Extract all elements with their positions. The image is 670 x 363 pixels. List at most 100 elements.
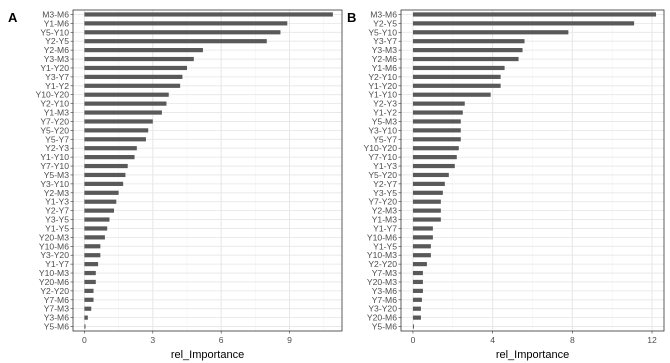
y-tick-label: Y1-Y20 xyxy=(368,81,397,91)
y-tick-label: M3-M6 xyxy=(42,9,69,19)
x-axis-label: rel_Importance xyxy=(171,349,244,361)
y-tick-label: Y5-Y10 xyxy=(368,27,397,37)
bar xyxy=(412,270,423,276)
x-tick-label: 6 xyxy=(219,335,224,345)
bar xyxy=(412,110,463,115)
bar xyxy=(412,181,445,186)
bar xyxy=(84,137,146,142)
bar xyxy=(84,30,281,35)
x-tick-label: 3 xyxy=(150,335,155,345)
y-tick-label: Y2-Y3 xyxy=(45,143,69,153)
y-tick-label: Y3-Y5 xyxy=(373,188,397,198)
plot-area xyxy=(73,10,342,331)
bar xyxy=(84,324,86,329)
bar xyxy=(412,244,431,249)
y-tick-label: Y3-Y20 xyxy=(368,304,397,314)
x-tick-label: 4 xyxy=(490,335,495,345)
bar xyxy=(84,56,194,62)
bar xyxy=(84,226,108,231)
panel-label: A xyxy=(8,10,18,25)
y-tick-label: Y2-Y5 xyxy=(373,18,397,28)
y-tick-label: Y2-Y3 xyxy=(373,99,397,109)
y-tick-label: Y20-M6 xyxy=(367,313,397,323)
y-tick-label: Y2-Y20 xyxy=(368,259,397,269)
y-tick-label: Y2-Y5 xyxy=(45,36,69,46)
bar xyxy=(84,83,181,88)
bar xyxy=(84,270,96,276)
bar xyxy=(412,190,443,195)
bar xyxy=(84,101,167,106)
y-tick-label: Y2-Y7 xyxy=(373,179,397,189)
x-axis-label: rel_Importance xyxy=(496,349,569,361)
panel-border xyxy=(400,9,665,332)
bar xyxy=(412,279,423,285)
bar xyxy=(412,324,414,329)
y-tick-label: Y10-M6 xyxy=(39,241,69,251)
bar xyxy=(412,119,461,124)
bar xyxy=(412,172,449,178)
y-tick-label: Y3-Y5 xyxy=(45,215,69,225)
y-tick-label: Y2-Y7 xyxy=(45,206,69,216)
y-tick-label: Y7-Y20 xyxy=(368,197,397,207)
bar xyxy=(84,39,267,44)
y-tick-label: Y5-M6 xyxy=(372,322,398,332)
y-tick-label: Y1-M3 xyxy=(44,108,70,118)
bar xyxy=(412,56,519,62)
bar xyxy=(84,119,153,124)
bar xyxy=(84,253,101,258)
y-tick-label: Y1-Y3 xyxy=(373,161,397,171)
x-tick-label: 12 xyxy=(647,335,657,345)
bar xyxy=(84,74,183,79)
bar xyxy=(84,262,99,267)
y-tick-label: Y3-M3 xyxy=(44,54,70,64)
bar xyxy=(84,190,119,195)
bar xyxy=(412,128,461,133)
y-tick-label: Y5-M3 xyxy=(44,170,70,180)
y-tick-label: Y2-M3 xyxy=(44,188,70,198)
bar xyxy=(84,92,169,97)
bar xyxy=(412,226,433,231)
y-tick-label: Y5-Y7 xyxy=(373,134,397,144)
y-tick-label: Y2-M6 xyxy=(44,45,70,55)
y-tick-label: Y1-Y2 xyxy=(373,108,397,118)
y-tick-label: Y1-Y7 xyxy=(373,223,397,233)
bar xyxy=(412,288,423,293)
bar xyxy=(84,279,96,285)
y-tick-label: Y3-M6 xyxy=(372,286,398,296)
bar xyxy=(84,21,288,26)
bar xyxy=(412,48,523,53)
y-tick-label: Y10-M6 xyxy=(367,232,397,242)
y-tick-label: Y2-Y10 xyxy=(368,72,397,82)
y-tick-label: Y20-M3 xyxy=(367,277,397,287)
y-tick-label: Y7-Y10 xyxy=(40,161,69,171)
bar xyxy=(412,297,422,302)
panel-border xyxy=(72,9,343,332)
y-tick-label: Y2-M6 xyxy=(372,54,398,64)
y-tick-label: Y7-Y10 xyxy=(368,152,397,162)
panel-b: M3-M6Y2-Y5Y5-Y10Y3-Y7Y3-M3Y2-M6Y1-M6Y2-Y… xyxy=(347,9,665,361)
y-tick-label: Y7-Y20 xyxy=(40,116,69,126)
bar xyxy=(412,217,441,222)
y-tick-label: Y1-Y10 xyxy=(368,90,397,100)
bar xyxy=(412,253,431,258)
bar xyxy=(84,288,94,293)
bar xyxy=(412,65,505,71)
y-tick-label: Y1-Y5 xyxy=(373,241,397,251)
bar xyxy=(412,306,421,311)
bar xyxy=(412,39,525,44)
bar xyxy=(412,262,427,267)
bar xyxy=(84,110,162,115)
y-tick-label: M3-M6 xyxy=(370,9,397,19)
y-tick-label: Y7-M6 xyxy=(44,295,70,305)
panel-label: B xyxy=(347,10,356,25)
y-tick-label: Y3-Y10 xyxy=(368,125,397,135)
y-tick-label: Y1-M6 xyxy=(372,63,398,73)
y-tick-label: Y3-Y7 xyxy=(45,72,69,82)
bar xyxy=(84,172,126,178)
panel-a: M3-M6Y1-M6Y5-Y10Y2-Y5Y2-M6Y3-M3Y1-Y20Y3-… xyxy=(8,9,343,361)
y-tick-label: Y7-M3 xyxy=(372,268,398,278)
y-tick-label: Y3-Y20 xyxy=(40,250,69,260)
y-tick-label: Y1-M6 xyxy=(44,18,70,28)
bar xyxy=(84,146,137,151)
y-tick-label: Y2-Y10 xyxy=(40,99,69,109)
